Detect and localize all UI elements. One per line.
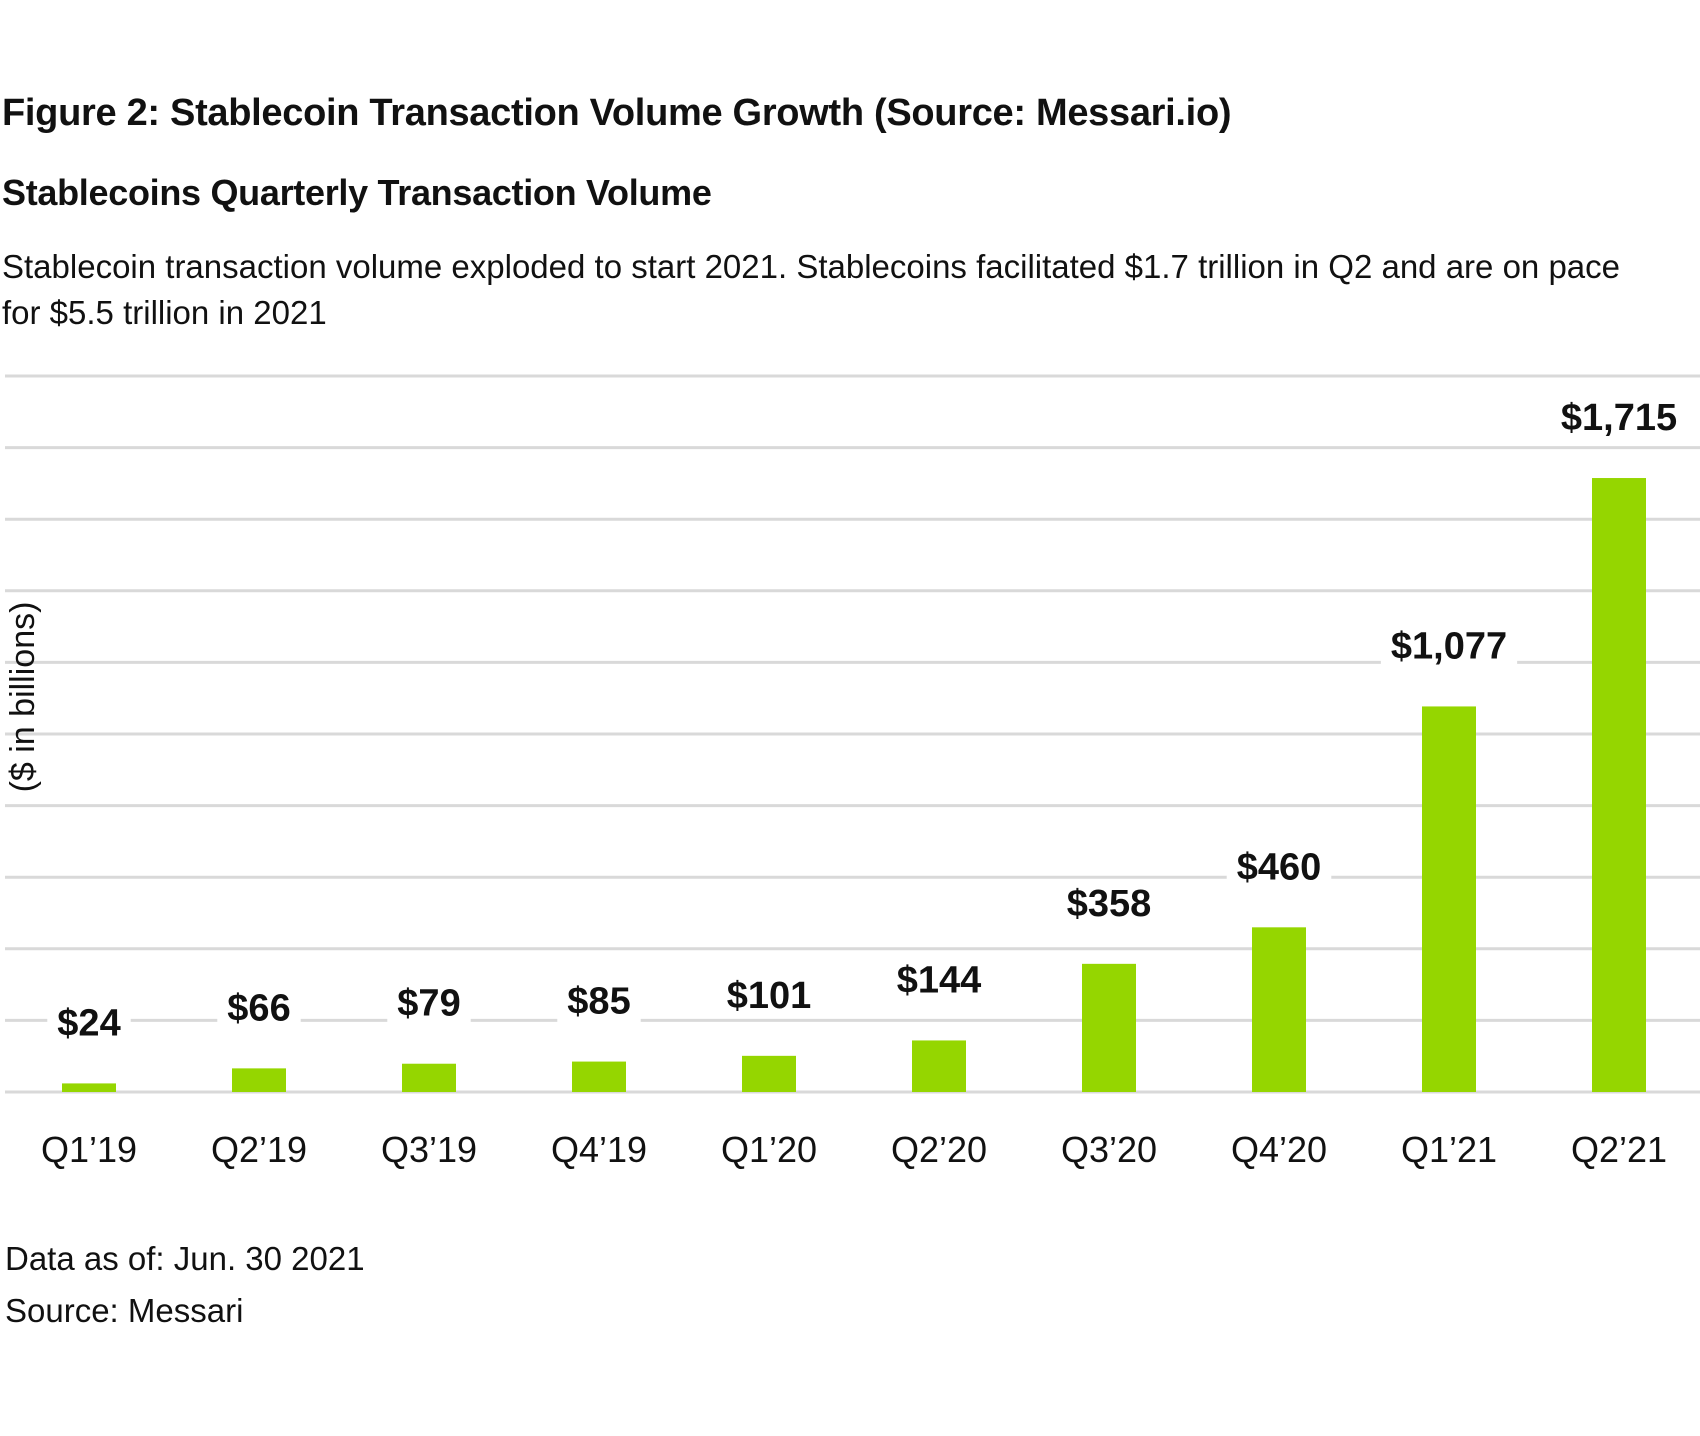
value-label-backing [716, 974, 822, 1017]
bar [912, 1040, 966, 1092]
bar-value-label: $144 [897, 959, 982, 1001]
bar [402, 1063, 456, 1092]
x-tick-label: Q4’20 [1231, 1129, 1327, 1170]
value-label-backing [1550, 397, 1688, 440]
x-tick-label: Q2’21 [1571, 1129, 1667, 1170]
bar [1592, 478, 1646, 1092]
bar [62, 1083, 116, 1092]
bar-chart: $24 $66 $79 $85 $101 $144 $358 $460 $1,077 $1,715… [4, 374, 1700, 1170]
data-as-of-note: Data as of: Jun. 30 2021 [5, 1240, 365, 1277]
bar [1082, 963, 1136, 1092]
value-label-backing [1056, 882, 1162, 925]
x-tick-label: Q2’20 [891, 1129, 987, 1170]
x-tick-label: Q2’19 [211, 1129, 307, 1170]
bar-value-label: $24 [57, 1002, 120, 1044]
value-label-backing [217, 987, 301, 1030]
x-tick-label: Q1’19 [41, 1129, 137, 1170]
value-label-backing [886, 959, 992, 1002]
source-note: Source: Messari [5, 1292, 244, 1329]
value-label-backing [557, 980, 641, 1023]
value-label-backing [1226, 846, 1332, 889]
x-tick-label: Q4’19 [551, 1129, 647, 1170]
bar-value-label: $1,077 [1391, 625, 1507, 667]
bar [1252, 927, 1306, 1092]
x-tick-label: Q3’19 [381, 1129, 477, 1170]
chart-title: Stablecoins Quarterly Transaction Volume [2, 172, 712, 213]
bar [572, 1061, 626, 1092]
bar [742, 1055, 796, 1092]
x-tick-label: Q1’20 [721, 1129, 817, 1170]
bar-value-label: $1,715 [1561, 397, 1677, 439]
chart-subtitle: Stablecoin transaction volume exploded t… [2, 248, 1620, 331]
bar [1422, 706, 1476, 1092]
figure-title: Figure 2: Stablecoin Transaction Volume … [2, 92, 1232, 134]
value-label-backing [1380, 625, 1518, 668]
value-labels: $24 $66 $79 $85 $101 $144 $358 $460 $1,077 $1,715 [47, 397, 1688, 1045]
value-label-backing [387, 982, 471, 1025]
bar [232, 1068, 286, 1092]
bar-value-label: $101 [727, 975, 812, 1017]
bars [62, 478, 1646, 1092]
bar-value-label: $358 [1067, 883, 1152, 925]
x-tick-label: Q3’20 [1061, 1129, 1157, 1170]
x-tick-label: Q1’21 [1401, 1129, 1497, 1170]
x-tick-labels: Q1’19 Q2’19 Q3’19 Q4’19 Q1’20 Q2’20 Q3’20 Q4’20… [41, 1129, 1667, 1170]
bar-value-label: $79 [397, 983, 460, 1025]
y-axis-label: ($ in billions) [4, 602, 42, 793]
bar-value-label: $85 [567, 981, 630, 1023]
bar-value-label: $66 [227, 987, 290, 1029]
bar-value-label: $460 [1237, 846, 1322, 888]
value-label-backing [47, 1002, 131, 1045]
